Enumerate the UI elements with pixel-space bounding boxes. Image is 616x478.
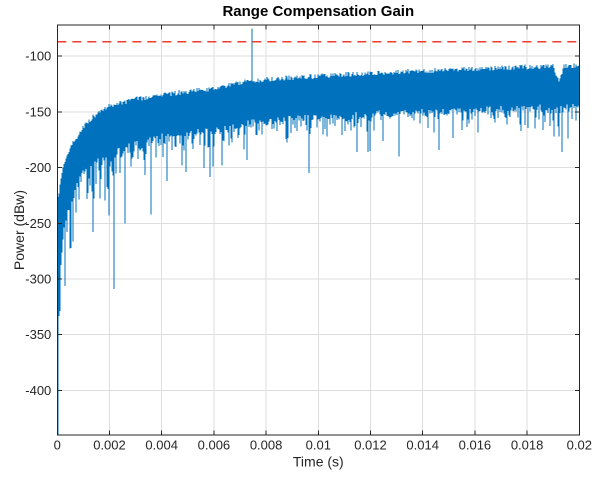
x-axis-label: Time (s) bbox=[293, 454, 344, 470]
y-axis-label: Power (dBw) bbox=[11, 190, 27, 270]
y-tick-label: -100 bbox=[25, 49, 51, 64]
y-tick-label: -400 bbox=[25, 383, 51, 398]
x-tick-label: 0.02 bbox=[567, 438, 592, 453]
x-tick-label: 0.016 bbox=[459, 438, 492, 453]
y-tick-label: -250 bbox=[25, 216, 51, 231]
x-tick-label: 0.004 bbox=[145, 438, 178, 453]
axes-box bbox=[56, 24, 580, 436]
x-tick-label: 0 bbox=[54, 438, 61, 453]
y-tick-label: -200 bbox=[25, 160, 51, 175]
x-tick-label: 0.002 bbox=[93, 438, 126, 453]
x-tick-label: 0.008 bbox=[250, 438, 283, 453]
tick-labels: 0 0.002 0.004 0.006 0.008 0.01 0.012 0.014 0.016… bbox=[25, 49, 592, 453]
y-tick-label: -300 bbox=[25, 272, 51, 287]
x-tick-label: 0.014 bbox=[406, 438, 439, 453]
x-tick-label: 0.01 bbox=[306, 438, 331, 453]
y-tick-label: -150 bbox=[25, 104, 51, 119]
x-tick-label: 0.006 bbox=[198, 438, 231, 453]
x-tick-label: 0.012 bbox=[354, 438, 387, 453]
y-tick-label: -350 bbox=[25, 327, 51, 342]
x-tick-label: 0.018 bbox=[511, 438, 544, 453]
chart-title: Range Compensation Gain bbox=[222, 3, 414, 20]
